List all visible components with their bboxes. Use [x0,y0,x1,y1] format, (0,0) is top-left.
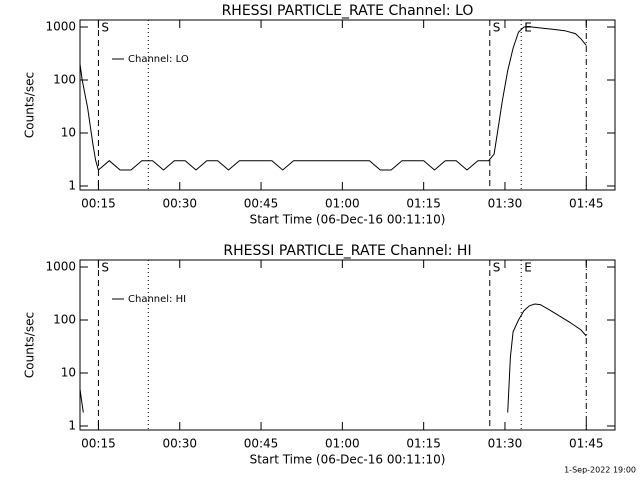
y-tick-label: 1000 [45,20,76,34]
x-tick-label: 01:30 [488,437,523,451]
legend-label: Channel: HI [128,294,186,305]
y-axis-label: Counts/sec [23,312,37,378]
y-tick-label: 1000 [45,260,76,274]
legend-label: Channel: LO [128,54,189,65]
x-tick-label: 00:30 [162,197,197,211]
x-tick-label: 00:15 [81,197,116,211]
plot-frame [79,259,616,431]
data-line [79,26,587,171]
y-tick-label: 100 [53,313,76,327]
y-tick-label: 100 [53,73,76,87]
y-axis-label: Counts/sec [23,72,37,138]
x-tick-label: 01:00 [325,437,360,451]
footer: 1-Sep-2022 19:00 [564,466,636,475]
marker-label: S [493,21,501,35]
chart-title: RHESSI PARTICLE_RATE Channel: LO [222,3,474,19]
y-tick-label: 1 [68,419,76,433]
marker-label: S [101,261,109,275]
marker-label: S [101,21,109,35]
y-tick-label: 10 [61,126,76,140]
y-tick-label: 10 [61,366,76,380]
x-tick-label: 01:45 [569,197,604,211]
x-tick-label: 01:00 [325,197,360,211]
x-tick-label: 00:45 [244,197,279,211]
x-axis-label: Start Time (06-Dec-16 00:11:10) [250,453,446,467]
chart-title: RHESSI PARTICLE_RATE Channel: HI [223,243,471,259]
x-tick-label: 00:45 [244,437,279,451]
x-tick-label: 01:45 [569,437,604,451]
y-tick-label: 1 [68,179,76,193]
data-line [79,303,587,413]
x-tick-label: 01:15 [406,197,441,211]
marker-label: S [493,261,501,275]
plot-frame [79,19,616,191]
x-tick-label: 00:15 [81,437,116,451]
x-axis-label: Start Time (06-Dec-16 00:11:10) [250,213,446,227]
x-tick-label: 01:30 [488,197,523,211]
x-tick-label: 00:30 [162,437,197,451]
x-tick-label: 01:15 [406,437,441,451]
marker-label: E [524,261,532,275]
